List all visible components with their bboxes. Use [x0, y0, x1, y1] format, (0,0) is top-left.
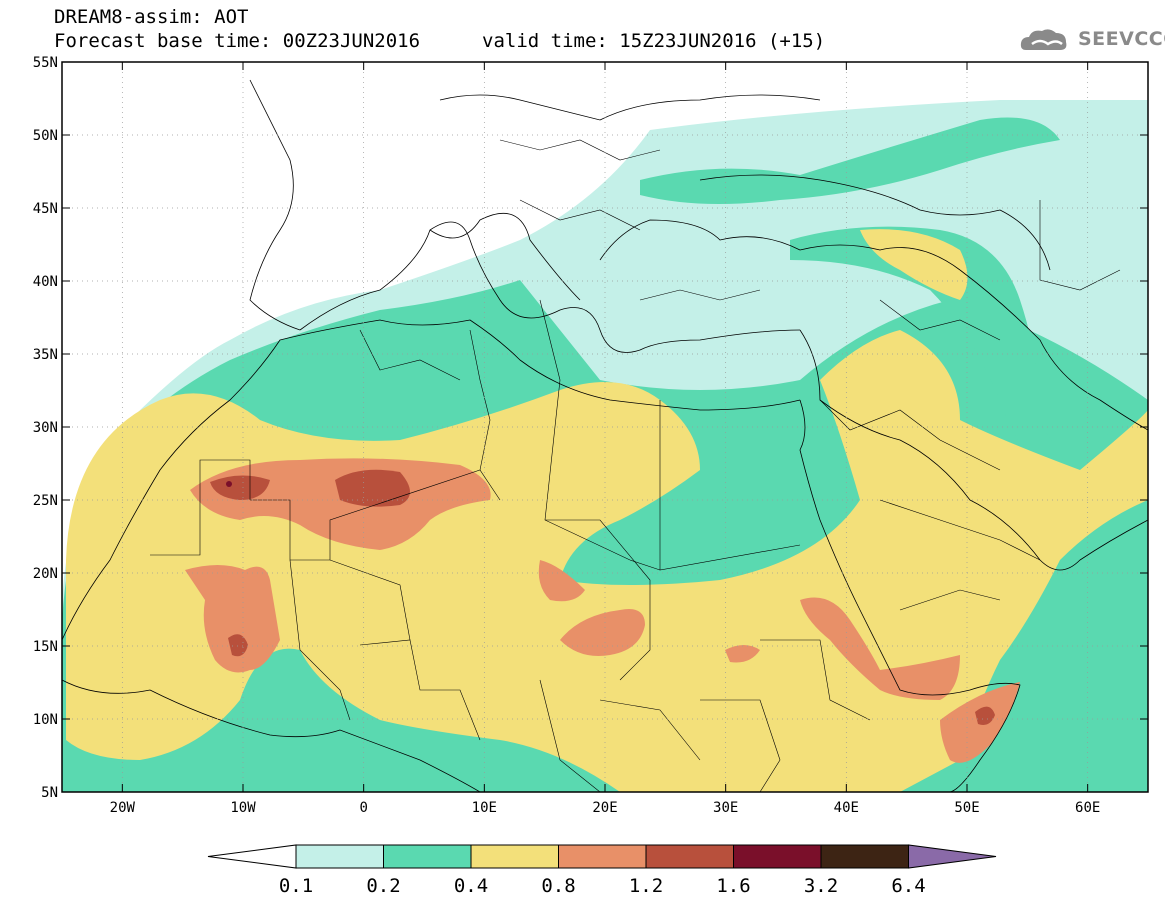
colorbar-swatch — [733, 844, 822, 869]
colorbar-label: 6.4 — [891, 875, 925, 897]
aot-band-0.2-north — [640, 117, 1060, 204]
colorbar-swatch — [820, 844, 909, 869]
aot-band-1.6-peak — [226, 481, 232, 487]
lat-lon-gridlines — [62, 62, 1148, 792]
colorbar-label: 0.8 — [541, 875, 575, 897]
lon-tick-label: 20E — [592, 800, 617, 816]
colorbar-label: 1.6 — [716, 875, 750, 897]
colorbar-label: 1.2 — [629, 875, 663, 897]
colorbar-swatch — [383, 844, 472, 869]
lat-tick-label: 15N — [33, 639, 58, 655]
axis-ticks — [62, 61, 1148, 793]
valid-time: valid time: 15Z23JUN2016 (+15) — [482, 30, 826, 52]
aot-band-1.2-horn — [975, 706, 995, 725]
colorbar-label: 0.2 — [366, 875, 400, 897]
lon-tick-label: 10W — [230, 800, 256, 816]
lat-tick-label: 5N — [41, 785, 58, 801]
lon-tick-label: 20W — [110, 800, 136, 816]
lon-tick-label: 60E — [1075, 800, 1100, 816]
lat-tick-label: 10N — [33, 712, 58, 728]
aot-band-1.2-south — [228, 634, 248, 657]
aot-band-0.8-redsea — [800, 597, 960, 700]
aot-band-1.2-west — [210, 475, 270, 500]
lat-tick-label: 20N — [33, 566, 58, 582]
colorbar-label: 0.4 — [454, 875, 488, 897]
country-borders — [150, 139, 1121, 792]
lon-tick-label: 10E — [472, 800, 497, 816]
colorbar-swatch — [645, 844, 734, 869]
colorbar-min-arrow — [207, 844, 297, 869]
aot-band-0.4-caucasus — [860, 229, 968, 300]
lat-tick-label: 50N — [33, 128, 58, 144]
map-title: DREAM8-assim: AOT — [54, 6, 249, 28]
lat-tick-label: 25N — [33, 493, 58, 509]
aot-band-0.8-east — [725, 645, 760, 663]
aot-band-1.2 — [335, 469, 410, 507]
lat-tick-label: 40N — [33, 274, 58, 290]
lat-tick-label: 30N — [33, 420, 58, 436]
aot-band-0.8-central — [560, 609, 645, 656]
colorbar-label: 3.2 — [804, 875, 838, 897]
lon-tick-label: 30E — [713, 800, 738, 816]
colorbar-label: 0.1 — [279, 875, 313, 897]
aot-band-0.8-south — [538, 560, 585, 602]
colorbar-swatch — [470, 844, 559, 869]
lat-tick-label: 45N — [33, 201, 58, 217]
aot-band-0.8-west — [185, 565, 280, 673]
colorbar-swatch — [295, 844, 384, 869]
colorbar-swatch — [558, 844, 647, 869]
logo-text: SEEVCCC — [1078, 28, 1165, 50]
lat-tick-label: 35N — [33, 347, 58, 363]
lat-tick-label: 55N — [33, 55, 58, 71]
lon-tick-label: 50E — [954, 800, 979, 816]
forecast-base-time: Forecast base time: 00Z23JUN2016 — [54, 30, 421, 52]
latitude-labels: 55N 50N 45N 40N 35N 30N 25N 20N 15N 10N 5N — [33, 55, 58, 801]
colorbar-max-arrow — [908, 844, 997, 869]
cloud-logo-icon — [1020, 29, 1067, 50]
longitude-labels: 20W 10W 0 10E 20E 30E 40E 50E 60E — [110, 800, 1101, 816]
lon-tick-label: 0 — [359, 800, 367, 816]
colorbar — [207, 844, 997, 869]
lon-tick-label: 40E — [834, 800, 859, 816]
colorbar-labels: 0.1 0.2 0.4 0.8 1.2 1.6 3.2 6.4 — [279, 875, 926, 897]
